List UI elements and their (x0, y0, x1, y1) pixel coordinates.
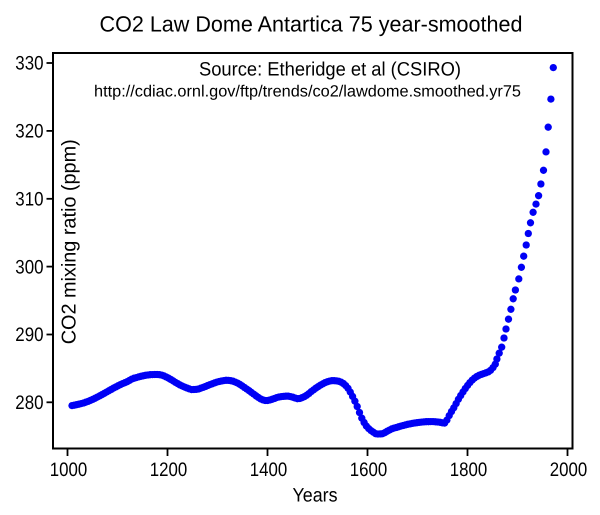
svg-text:330: 330 (15, 53, 43, 75)
svg-text:CO2 Law Dome Antartica 75 year: CO2 Law Dome Antartica 75 year-smoothed (100, 12, 523, 37)
svg-text:1200: 1200 (150, 459, 188, 481)
svg-text:http://cdiac.ornl.gov/ftp/tren: http://cdiac.ornl.gov/ftp/trends/co2/law… (94, 83, 521, 101)
svg-text:320: 320 (15, 121, 43, 143)
svg-text:310: 310 (15, 189, 43, 211)
svg-text:Years: Years (293, 484, 338, 506)
svg-text:1400: 1400 (250, 459, 288, 481)
svg-text:300: 300 (15, 256, 43, 278)
svg-text:1800: 1800 (450, 459, 488, 481)
svg-text:1000: 1000 (50, 459, 88, 481)
svg-text:2000: 2000 (550, 459, 588, 481)
svg-text:1600: 1600 (350, 459, 388, 481)
svg-text:280: 280 (15, 392, 43, 414)
svg-text:Source: Etheridge et al (CSIRO: Source: Etheridge et al (CSIRO) (199, 58, 461, 80)
svg-text:290: 290 (15, 324, 43, 346)
svg-text:CO2 mixing ratio (ppm): CO2 mixing ratio (ppm) (59, 139, 81, 344)
